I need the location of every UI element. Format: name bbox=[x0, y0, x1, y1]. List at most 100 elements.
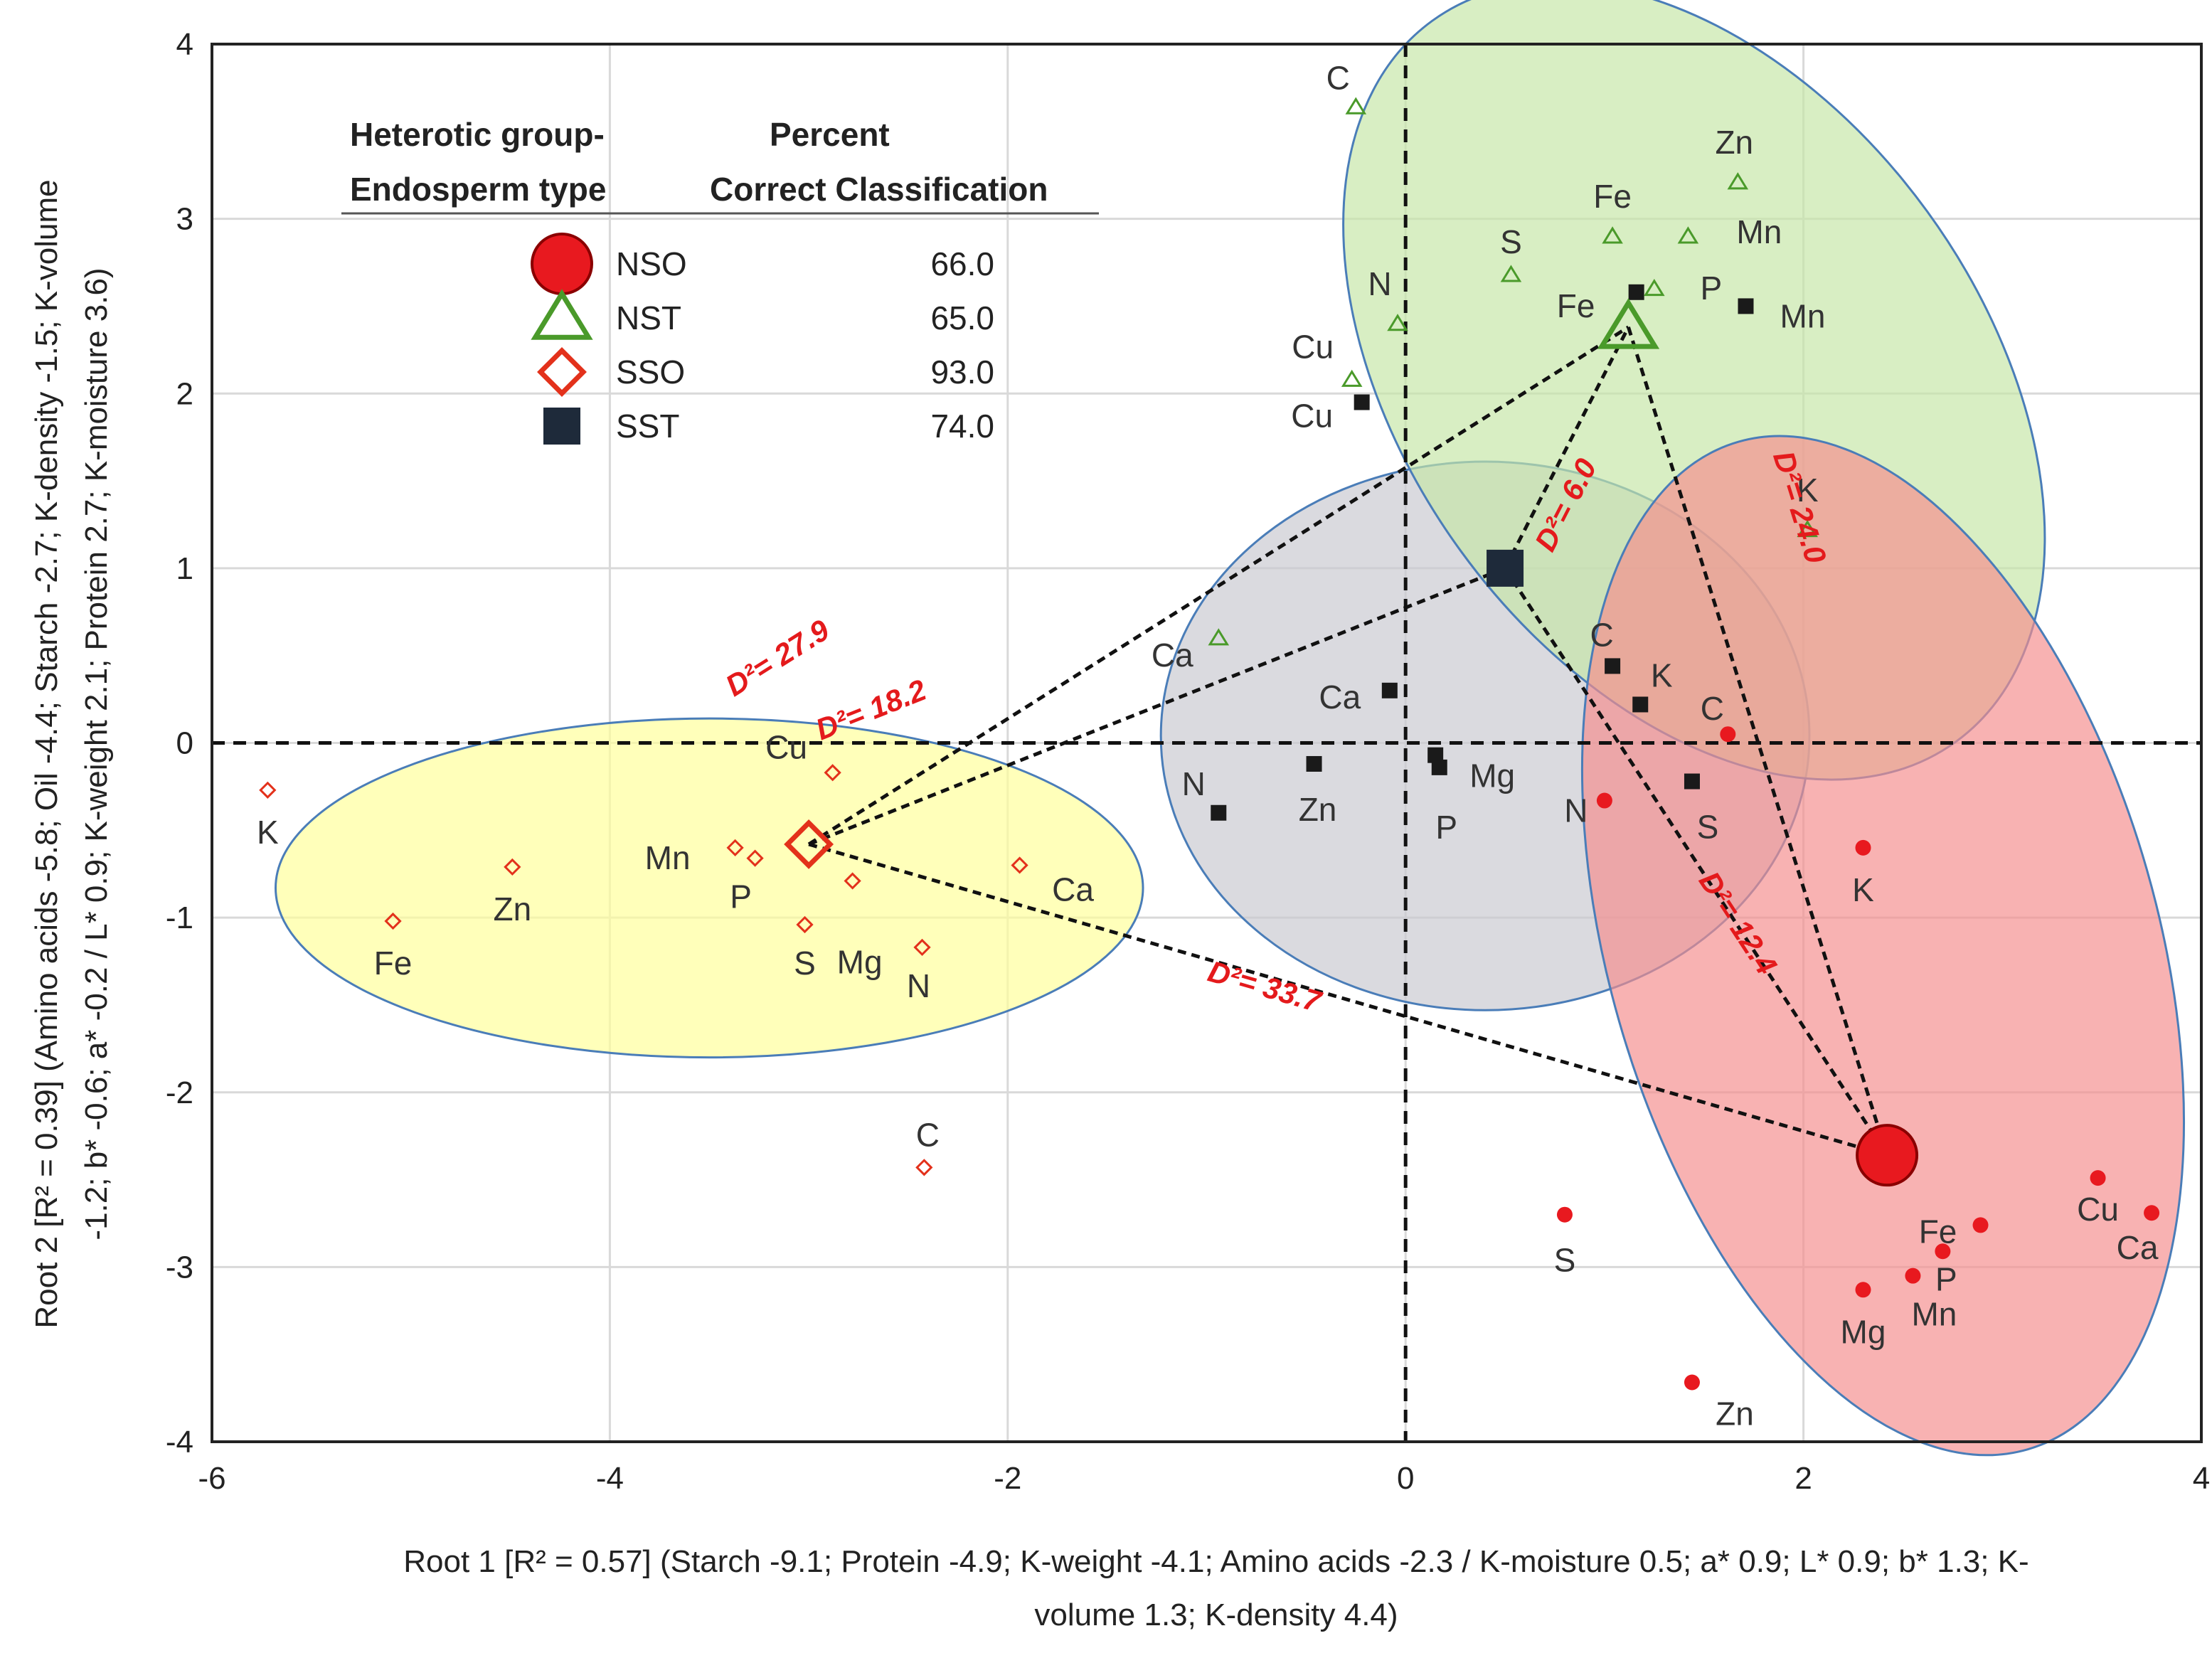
nso-point-mn bbox=[1905, 1267, 1921, 1284]
sst-point-mg bbox=[1427, 747, 1444, 763]
y-tick-label: 1 bbox=[176, 551, 193, 586]
sst-label-p: P bbox=[1435, 809, 1457, 846]
nso-point-k bbox=[1855, 839, 1871, 856]
nso-point-c bbox=[1720, 726, 1736, 743]
legend-header-group-line2: Endosperm type bbox=[350, 171, 606, 208]
sst-label-k: K bbox=[1651, 657, 1673, 693]
sso-point-s bbox=[796, 915, 814, 934]
centroid-sst bbox=[1487, 549, 1524, 587]
sst-point-mn bbox=[1738, 298, 1754, 314]
sst-label-mg: Mg bbox=[1469, 758, 1515, 794]
nso-point-ca bbox=[2144, 1205, 2160, 1221]
centroid-sso bbox=[784, 819, 834, 869]
sst-point-cu bbox=[1354, 394, 1370, 410]
sst-label-fe: Fe bbox=[1557, 287, 1595, 324]
nso-label-p: P bbox=[1935, 1260, 1957, 1297]
plot-frame bbox=[211, 43, 2203, 1443]
nst-point-zn bbox=[1727, 172, 1749, 190]
sst-label-ca: Ca bbox=[1319, 679, 1361, 716]
ellipse-sso bbox=[275, 717, 1144, 1059]
y-axis-label-line1: Root 2 [R² = 0.39] (Amino acids -5.8; Oi… bbox=[29, 179, 64, 1328]
sso-label-mn: Mn bbox=[645, 839, 691, 876]
y-tick-label: -1 bbox=[166, 900, 193, 935]
legend-group-sst: SST bbox=[616, 408, 679, 445]
nso-point-p bbox=[1935, 1243, 1951, 1260]
distance-line bbox=[1627, 326, 1889, 1156]
sso-label-k: K bbox=[257, 814, 279, 851]
group-ellipses bbox=[275, 0, 2185, 1457]
sso-point-fe bbox=[384, 912, 402, 930]
y-axis-label-line2: -1.2; b* -0.6; a* -0.2 / L* 0.9; K-weigh… bbox=[79, 267, 114, 1240]
nst-point-cu bbox=[1341, 369, 1363, 387]
y-tick-label: 4 bbox=[176, 27, 193, 62]
nso-label-s: S bbox=[1554, 1242, 1576, 1279]
legend-rows: NSO 66.0 NST 65.0 SSO 93.0 SST 74.0 bbox=[531, 233, 994, 445]
y-tick-label: 2 bbox=[176, 376, 193, 411]
sst-label-zn: Zn bbox=[1299, 791, 1337, 828]
sst-label-cu: Cu bbox=[1291, 398, 1333, 435]
x-axis-label-line1: Root 1 [R² = 0.57] (Starch -9.1; Protein… bbox=[403, 1544, 2028, 1579]
sso-label-mg: Mg bbox=[837, 944, 883, 981]
nst-label-k: K bbox=[1797, 472, 1819, 509]
sso-point-p bbox=[746, 849, 764, 867]
distance-line bbox=[1503, 326, 1630, 570]
y-tick-label: -4 bbox=[166, 1425, 193, 1460]
sso-point-n bbox=[913, 938, 931, 957]
nst-point-s bbox=[1500, 265, 1522, 282]
sso-label-p: P bbox=[730, 878, 752, 915]
sso-label-cu: Cu bbox=[765, 728, 807, 765]
sst-point-fe bbox=[1628, 284, 1644, 300]
sst-point-n bbox=[1211, 804, 1227, 821]
sso-point-ca bbox=[1011, 856, 1028, 874]
nso-label-ca: Ca bbox=[2117, 1229, 2159, 1266]
x-tick-label: -2 bbox=[994, 1461, 1021, 1496]
x-tick-label: 4 bbox=[2193, 1461, 2210, 1496]
nso-label-c: C bbox=[1701, 690, 1724, 727]
legend: Heterotic group- Endosperm type Percent … bbox=[341, 116, 1099, 445]
y-tick-label: 3 bbox=[176, 202, 193, 237]
legend-group-nso: NSO bbox=[616, 245, 687, 282]
legend-header-percent-line2: Correct Classification bbox=[710, 171, 1048, 208]
sso-point-c bbox=[915, 1159, 933, 1176]
y-tick-label: -3 bbox=[166, 1250, 193, 1285]
distance-line bbox=[808, 842, 1888, 1157]
legend-marker-sst bbox=[543, 408, 580, 445]
legend-percent-sst: 74.0 bbox=[930, 408, 994, 445]
y-tick-label: -2 bbox=[166, 1075, 193, 1110]
legend-percent-sso: 93.0 bbox=[930, 354, 994, 390]
legend-percent-nst: 65.0 bbox=[930, 299, 994, 336]
distance-line bbox=[808, 566, 1506, 846]
sso-label-s: S bbox=[794, 945, 816, 982]
sso-label-n: N bbox=[907, 967, 930, 1004]
sst-label-mn: Mn bbox=[1780, 297, 1826, 334]
sso-label-ca: Ca bbox=[1052, 871, 1094, 908]
sst-point-p bbox=[1431, 759, 1447, 775]
distance-line bbox=[807, 325, 1629, 846]
nso-point-fe bbox=[1972, 1217, 1989, 1233]
nst-point-mn bbox=[1677, 226, 1699, 244]
sso-label-c: C bbox=[916, 1116, 940, 1153]
nst-point-n bbox=[1387, 314, 1408, 331]
nso-label-zn: Zn bbox=[1716, 1395, 1754, 1432]
nso-label-cu: Cu bbox=[2077, 1191, 2119, 1228]
nso-label-n: N bbox=[1564, 792, 1588, 829]
nst-point-ca bbox=[1208, 628, 1230, 646]
zero-lines bbox=[212, 44, 2201, 1442]
nso-label-mn: Mn bbox=[1911, 1296, 1957, 1333]
legend-header-percent-line1: Percent bbox=[770, 116, 890, 153]
centroid-nso bbox=[1856, 1124, 1919, 1187]
nso-point-zn bbox=[1684, 1374, 1700, 1391]
x-tick-label: -4 bbox=[596, 1461, 624, 1496]
sso-point-mn bbox=[726, 839, 744, 856]
sst-point-zn bbox=[1306, 755, 1322, 772]
sso-label-zn: Zn bbox=[494, 891, 532, 928]
legend-marker-sso bbox=[537, 347, 587, 397]
nso-point-n bbox=[1596, 792, 1612, 809]
nst-label-ca: Ca bbox=[1152, 637, 1193, 674]
nso-label-fe: Fe bbox=[1919, 1213, 1957, 1250]
nst-label-mn: Mn bbox=[1736, 213, 1782, 250]
nso-point-mg bbox=[1855, 1282, 1871, 1298]
nso-label-mg: Mg bbox=[1841, 1313, 1886, 1350]
